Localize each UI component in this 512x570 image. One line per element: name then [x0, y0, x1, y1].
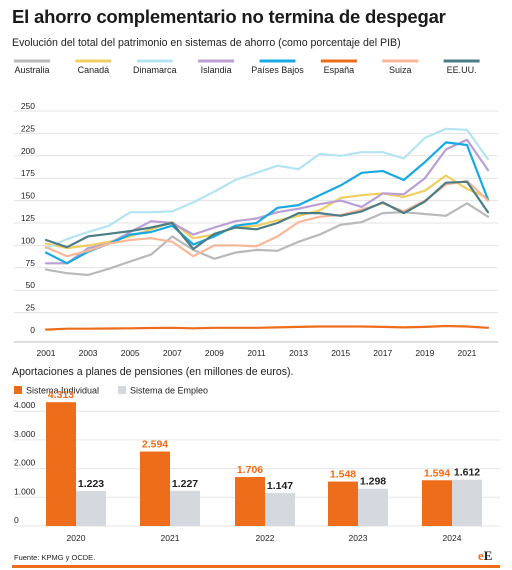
- category-label: 2021: [161, 533, 180, 543]
- legend-label-3: Islandia: [201, 65, 232, 75]
- bar-individual: [235, 477, 265, 526]
- data-label-individual: 2.594: [142, 439, 168, 451]
- y-tick-label: 0: [14, 515, 19, 525]
- x-tick-label: 2017: [373, 348, 392, 358]
- legend-swatch-empleo: [118, 386, 126, 394]
- data-label-empleo: 1.227: [172, 478, 198, 490]
- legend-label-1: Canadá: [78, 65, 110, 75]
- series-line-6: [44, 179, 490, 258]
- legend-label-4: Países Bajos: [251, 65, 304, 75]
- data-label-empleo: 1.298: [360, 476, 386, 488]
- source-note: Fuente: KPMG y OCDE.: [14, 553, 96, 562]
- legend-label-6: Suiza: [389, 65, 412, 75]
- y-tick-label: 75: [26, 258, 36, 268]
- y-tick-label: 200: [21, 146, 35, 156]
- y-tick-label: 250: [21, 101, 35, 111]
- x-tick-label: 2011: [247, 348, 266, 358]
- logo-part-e: e: [478, 548, 484, 563]
- category-label: 2024: [443, 533, 462, 543]
- series-line-1: [44, 174, 490, 250]
- bar-empleo: [76, 490, 106, 526]
- series-line-2: [44, 127, 490, 250]
- bar-empleo: [358, 488, 388, 526]
- x-tick-label: 2005: [121, 348, 140, 358]
- bar-empleo: [452, 479, 482, 526]
- bottom-divider: [12, 565, 500, 568]
- y-tick-label: 1.000: [14, 486, 36, 496]
- x-tick-label: 2013: [289, 348, 308, 358]
- series-line-0: [44, 202, 490, 277]
- x-tick-label: 2009: [205, 348, 224, 358]
- x-tick-label: 2007: [163, 348, 182, 358]
- y-tick-label: 150: [21, 191, 35, 201]
- legend-swatch-individual: [14, 386, 22, 394]
- brand-logo: eE: [478, 548, 492, 564]
- bar-individual: [46, 402, 76, 526]
- category-label: 2022: [256, 533, 275, 543]
- data-label-individual: 1.706: [237, 464, 263, 476]
- x-tick-label: 2021: [457, 348, 476, 358]
- logo-part-E: E: [483, 548, 493, 563]
- legend-label-empleo: Sistema de Empleo: [130, 386, 208, 396]
- bar-empleo: [170, 490, 200, 526]
- y-tick-label: 100: [21, 235, 35, 245]
- bar-individual: [140, 451, 170, 526]
- data-label-empleo: 1.612: [454, 467, 480, 479]
- bar-empleo: [265, 493, 295, 526]
- x-tick-label: 2015: [331, 348, 350, 358]
- legend-label-individual: Sistema Individual: [26, 386, 99, 396]
- data-label-empleo: 1.223: [78, 478, 104, 490]
- y-tick-label: 3.000: [14, 429, 36, 439]
- line-chart-subtitle: Evolución del total del patrimonio en si…: [12, 37, 401, 49]
- legend-label-0: Australia: [14, 65, 49, 75]
- data-label-individual: 1.594: [424, 467, 450, 479]
- chart-title: El ahorro complementario no termina de d…: [12, 6, 446, 27]
- data-label-individual: 4.313: [48, 389, 74, 401]
- bar-chart-subtitle: Aportaciones a planes de pensiones (en m…: [12, 366, 294, 378]
- y-tick-label: 4.000: [14, 400, 36, 410]
- series-line-4: [44, 141, 490, 265]
- y-tick-label: 50: [26, 280, 36, 290]
- y-tick-label: 175: [21, 168, 35, 178]
- x-tick-label: 2003: [79, 348, 98, 358]
- legend-label-7: EE.UU.: [447, 65, 477, 75]
- y-tick-label: 0: [30, 325, 35, 335]
- data-label-individual: 1.548: [330, 469, 356, 481]
- category-label: 2020: [67, 533, 86, 543]
- data-label-empleo: 1.147: [267, 480, 293, 492]
- series-line-7: [44, 180, 490, 251]
- legend-label-5: España: [324, 65, 355, 75]
- bar-individual: [328, 481, 358, 526]
- x-tick-label: 2019: [415, 348, 434, 358]
- bar-individual: [422, 480, 452, 526]
- y-tick-label: 225: [21, 123, 35, 133]
- line-chart: Australia Canadá Dinamarca Islandia Países B…: [14, 59, 498, 358]
- x-tick-label: 2001: [37, 348, 56, 358]
- y-tick-label: 25: [26, 303, 36, 313]
- y-tick-label: 2.000: [14, 458, 36, 468]
- legend-label-2: Dinamarca: [133, 65, 177, 75]
- series-line-5: [44, 324, 490, 331]
- y-tick-label: 125: [21, 213, 35, 223]
- category-label: 2023: [349, 533, 368, 543]
